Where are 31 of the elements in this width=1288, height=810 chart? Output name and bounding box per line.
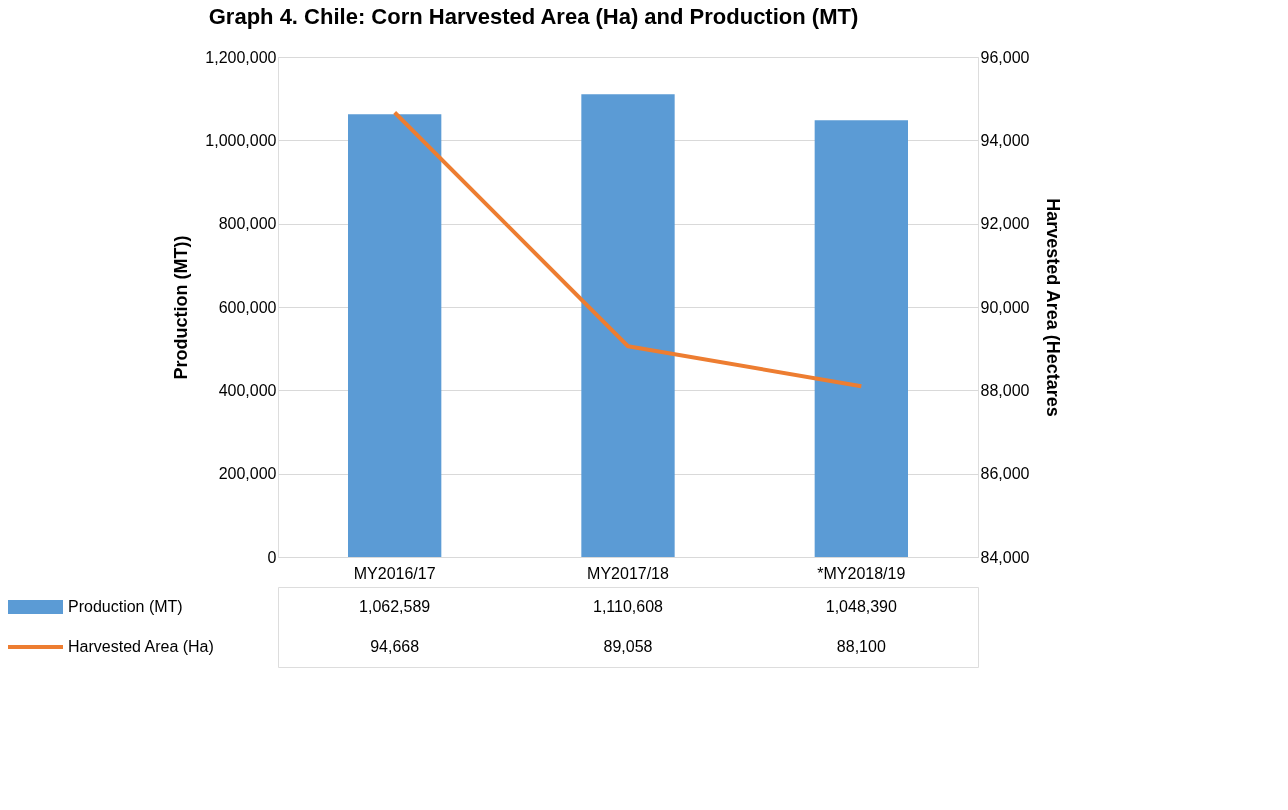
y2-tick-label: 94,000 — [980, 131, 1030, 149]
x-tick-label: MY2016/17 — [353, 564, 436, 582]
bar — [581, 94, 675, 557]
bar — [348, 114, 442, 557]
legend-label: Harvested Area (Ha) — [68, 638, 214, 655]
y2-axis-title: Harvested Area (Hectares — [1043, 198, 1064, 417]
y2-tick-label: 84,000 — [980, 548, 1030, 566]
y-tick-label: 400,000 — [218, 381, 277, 399]
x-tick-label: MY2017/18 — [587, 564, 670, 582]
y2-tick-label: 86,000 — [980, 465, 1030, 483]
y-tick-label: 200,000 — [218, 465, 277, 483]
y-tick-label: 0 — [267, 548, 277, 566]
data-label: 1,062,589 — [359, 598, 431, 615]
data-label: 88,100 — [836, 638, 886, 655]
data-label: 89,058 — [603, 638, 653, 655]
y-tick-label: 600,000 — [218, 298, 277, 316]
x-tick-label: *MY2018/19 — [817, 564, 906, 582]
y-tick-label: 800,000 — [218, 215, 277, 233]
y2-tick-label: 88,000 — [980, 381, 1030, 399]
legend-label: Production (MT) — [68, 598, 183, 615]
y-tick-label: 1,000,000 — [205, 131, 277, 149]
chart-title: Graph 4. Chile: Corn Harvested Area (Ha) and Production (MT) — [208, 3, 859, 29]
y-axis-title: Production (MT)) — [171, 235, 192, 380]
y2-tick-label: 92,000 — [980, 215, 1030, 233]
data-label: 1,048,390 — [825, 598, 898, 615]
data-label: 1,110,608 — [593, 598, 664, 615]
data-label: 94,668 — [370, 638, 420, 655]
y-tick-label: 1,200,000 — [205, 48, 277, 66]
y2-tick-label: 96,000 — [980, 48, 1030, 66]
y2-tick-label: 90,000 — [980, 298, 1030, 316]
bar — [814, 120, 908, 557]
